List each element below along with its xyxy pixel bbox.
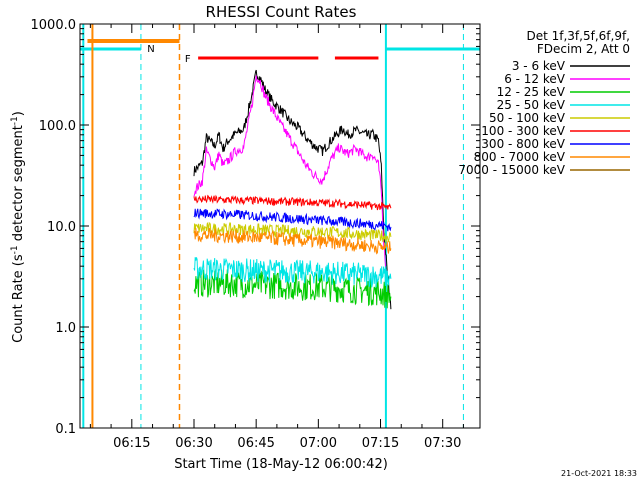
flare-label: F — [185, 54, 191, 65]
legend-entry-label: 300 - 800 keV — [481, 137, 565, 151]
legend-entry-label: 25 - 50 keV — [497, 98, 566, 112]
chart-title: RHESSI Count Rates — [206, 3, 357, 21]
y-axis-label-mid: detector segment — [11, 125, 26, 245]
y-axis-label: Count Rate (s-1 detector segment-1) — [10, 111, 26, 343]
overlay-markers: NF — [80, 24, 480, 428]
legend-header-line2: FDecim 2, Att 0 — [537, 42, 630, 56]
y-axis-label-sup1: -1 — [10, 245, 20, 254]
y-tick-label: 1000.0 — [31, 18, 77, 33]
y-axis-label-end: ) — [11, 111, 26, 116]
x-axis-label: Start Time (18-May-12 06:00:42) — [174, 457, 388, 472]
legend-entry-label: 6 - 12 keV — [504, 72, 566, 86]
legend-entry-label: 12 - 25 keV — [497, 85, 566, 99]
x-tick-label: 06:30 — [175, 436, 212, 451]
series-line — [193, 269, 392, 309]
x-tick-label: 06:45 — [237, 436, 274, 451]
x-tick-label: 07:15 — [362, 436, 399, 451]
y-axis-label-sup2: -1 — [10, 116, 20, 125]
y-tick-label: 10.0 — [47, 220, 76, 235]
legend-entry-label: 7000 - 15000 keV — [458, 163, 565, 177]
y-tick-label: 1.0 — [55, 321, 76, 336]
legend-entry-label: 50 - 100 keV — [489, 111, 566, 125]
y-axis-label-main: Count Rate (s — [11, 254, 26, 343]
series-layer — [193, 69, 392, 310]
legend: Det 1f,3f,5f,6f,9f, FDecim 2, Att 0 3 - … — [458, 29, 630, 177]
footer-date: 21-Oct-2021 18:33 — [561, 469, 637, 478]
legend-entry-label: 100 - 300 keV — [481, 124, 565, 138]
y-tick-label: 100.0 — [39, 119, 76, 134]
legend-entry-label: 3 - 6 keV — [512, 59, 566, 73]
night-label: N — [147, 44, 154, 55]
x-tick-label: 07:30 — [424, 436, 461, 451]
legend-entry-label: 800 - 7000 keV — [474, 150, 566, 164]
y-tick-label: 0.1 — [55, 422, 76, 437]
x-tick-label: 07:00 — [300, 436, 337, 451]
series-line — [193, 221, 392, 243]
axes: 0.1 1.0 10.0 100.0 1000.0 06:15 06:30 06:45 07:0… — [31, 18, 481, 451]
series-line — [193, 227, 392, 255]
legend-header-line1: Det 1f,3f,5f,6f,9f, — [526, 29, 630, 43]
plot-frame — [79, 23, 481, 429]
x-tick-label: 06:15 — [113, 436, 150, 451]
series-line — [193, 194, 392, 211]
series-line — [193, 75, 388, 279]
series-line — [193, 69, 392, 310]
series-line — [193, 208, 392, 232]
series-line — [193, 257, 392, 288]
